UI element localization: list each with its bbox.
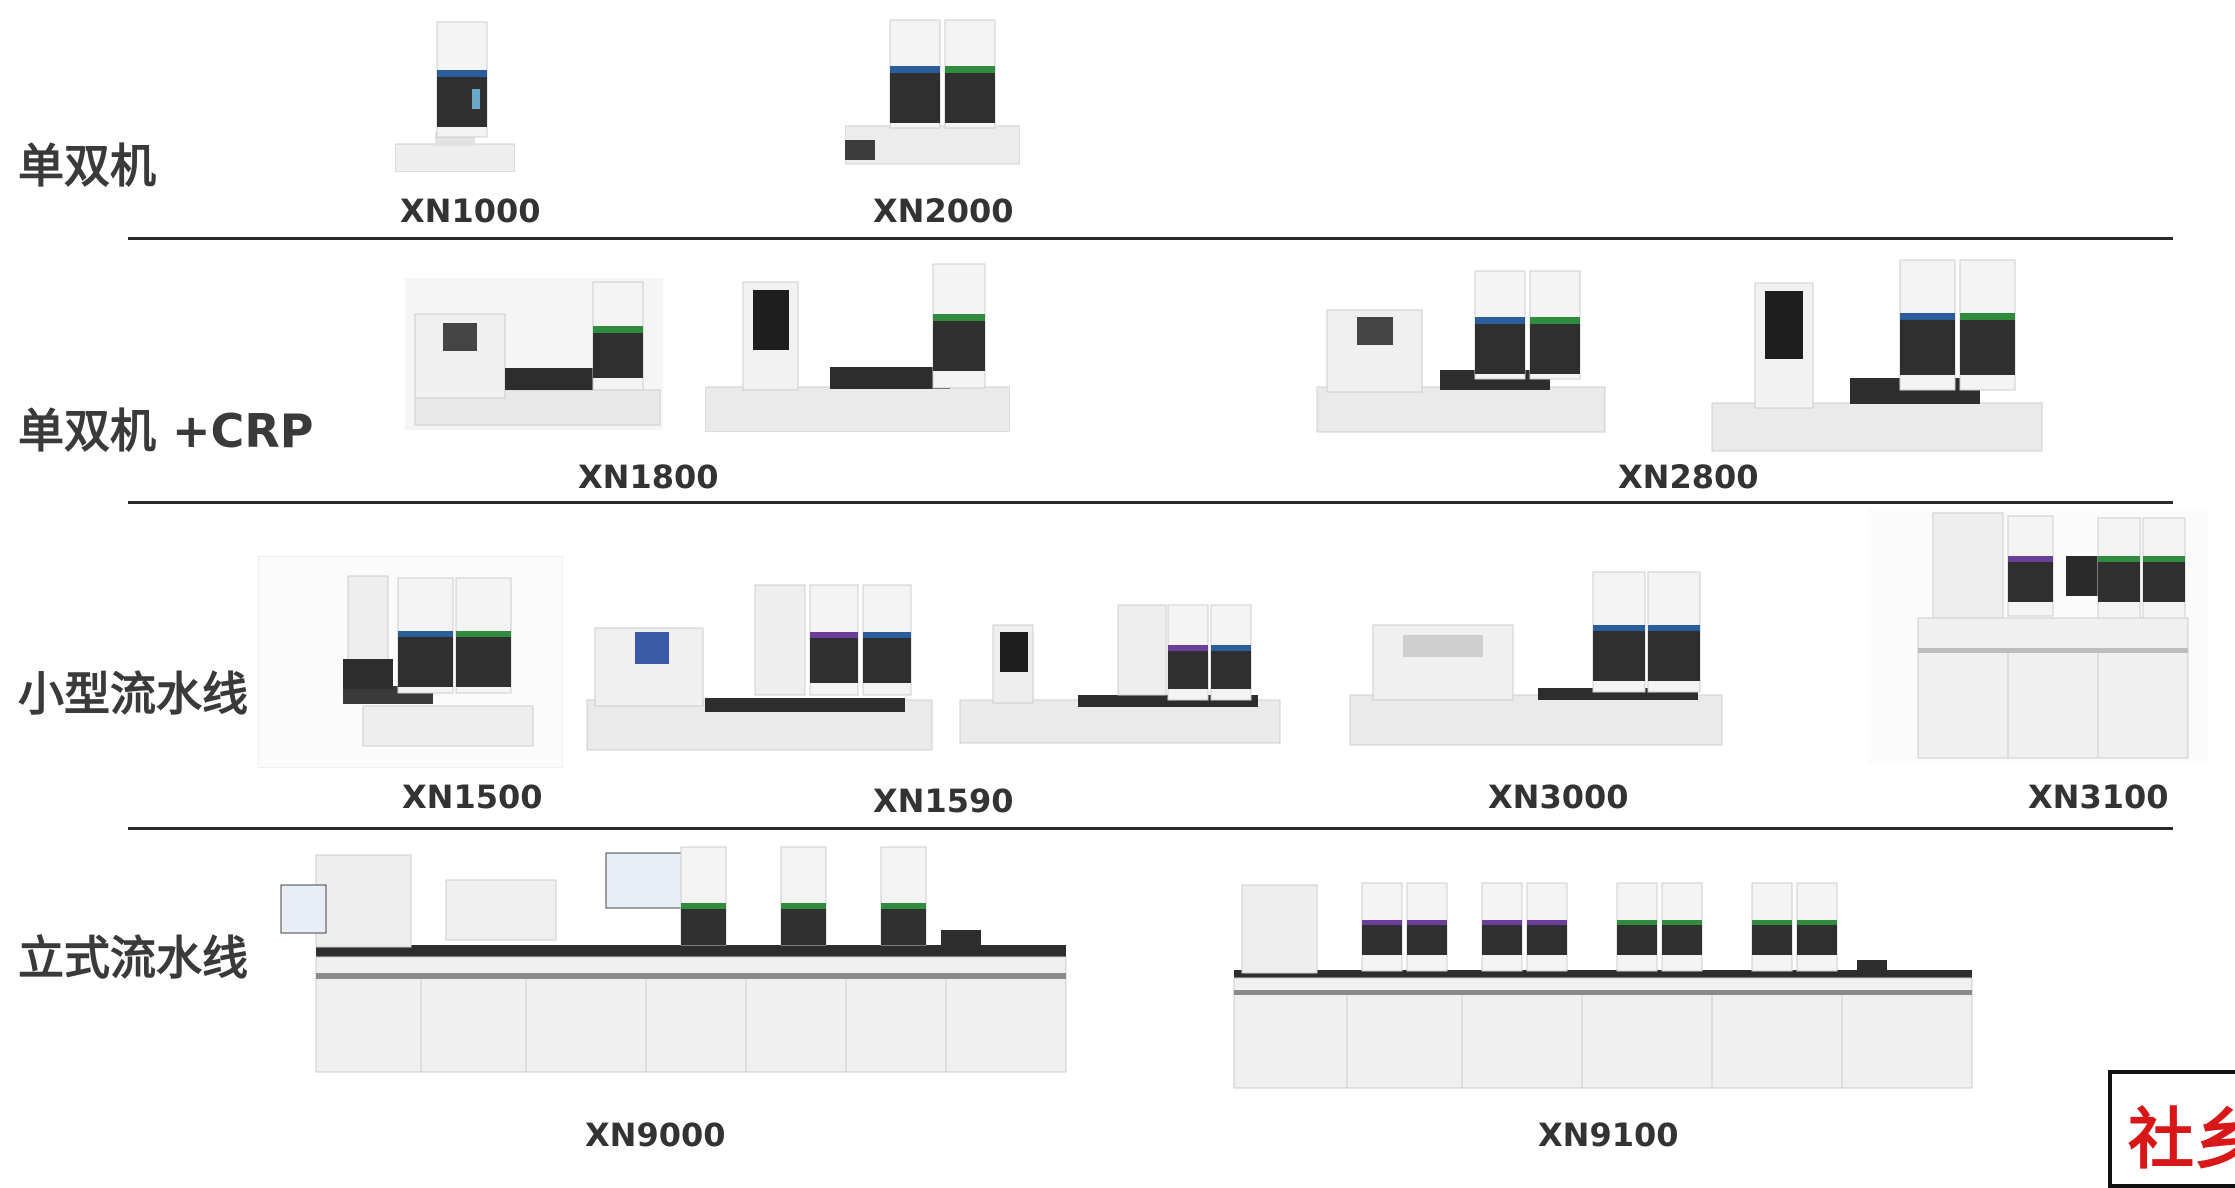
model-label-xn1800: XN1800 (578, 458, 719, 496)
xn3000-analyzer-image (1348, 570, 1726, 750)
xn1590-analyzer-image-a (585, 580, 935, 755)
row-divider (128, 501, 2173, 504)
model-label-xn3000: XN3000 (1488, 778, 1629, 816)
xn9100-analyzer-image (1232, 875, 1974, 1095)
xn1800-analyzer-image-a (405, 278, 663, 430)
row-label-small-line: 小型流水线 (18, 667, 248, 721)
stamp-text: 社乡 (2128, 1101, 2235, 1178)
row-divider (128, 827, 2173, 830)
xn2000-analyzer-image (845, 14, 1020, 169)
xn1500-analyzer-image (258, 556, 563, 768)
row-label-single-dual-crp: 单双机 +CRP (18, 404, 314, 458)
xn3100-analyzer-image (1868, 508, 2208, 763)
model-label-xn3100: XN3100 (2028, 778, 2169, 816)
xn2800-analyzer-image-b (1710, 258, 2045, 453)
model-label-xn2000: XN2000 (873, 192, 1014, 230)
model-label-xn1000: XN1000 (400, 192, 541, 230)
model-label-xn1590: XN1590 (873, 782, 1014, 820)
model-label-xn1500: XN1500 (402, 778, 543, 816)
model-label-xn9100: XN9100 (1538, 1116, 1679, 1154)
model-label-xn2800: XN2800 (1618, 458, 1759, 496)
xn1800-analyzer-image-b (705, 262, 1010, 432)
corner-stamp: 社乡 (2108, 1070, 2235, 1188)
xn1590-analyzer-image-b (958, 600, 1283, 745)
xn1000-analyzer-image (395, 14, 515, 172)
xn9000-analyzer-image (276, 845, 1069, 1080)
row-divider (128, 237, 2173, 240)
model-label-xn9000: XN9000 (585, 1116, 726, 1154)
row-label-single-dual: 单双机 (18, 139, 156, 193)
xn2800-analyzer-image-a (1315, 265, 1607, 435)
row-label-standing-line: 立式流水线 (18, 931, 248, 985)
